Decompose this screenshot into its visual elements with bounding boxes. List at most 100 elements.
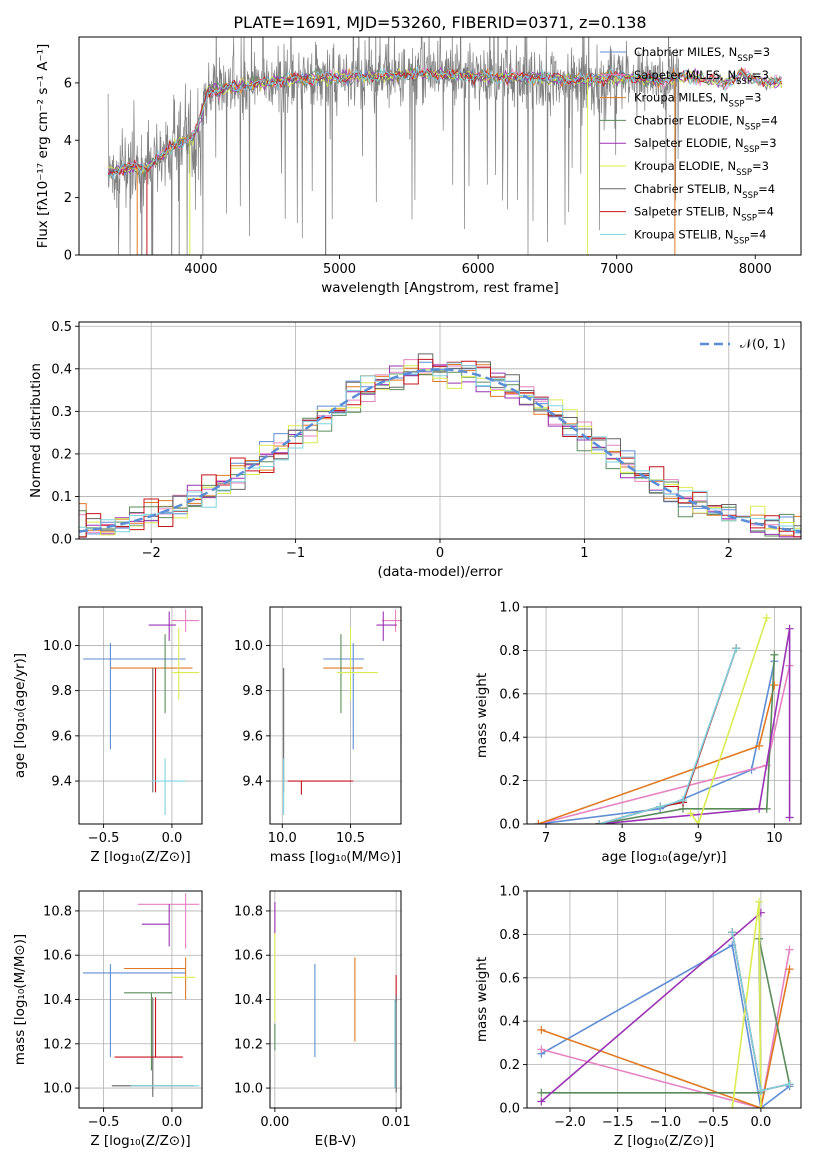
y-tick-label: 0.0 xyxy=(51,533,72,548)
axes-frame xyxy=(78,606,203,825)
weight-marker xyxy=(537,1097,546,1106)
model-spectrum-chabrier-elodie xyxy=(107,66,783,178)
y-tick-label: 0.2 xyxy=(499,774,520,789)
legend-label: Salpeter STELIB, NSSP=4 xyxy=(634,205,774,224)
legend-label-sub: SSP xyxy=(741,214,757,224)
y-tick-label: 10.6 xyxy=(43,949,72,964)
legend-label: Kroupa ELODIE, NSSP=3 xyxy=(634,159,769,178)
weight-line xyxy=(538,684,776,824)
weight-marker xyxy=(785,813,794,822)
legend-label-suffix: =4 xyxy=(761,113,778,127)
weight-line xyxy=(689,617,768,824)
y-axis-label: mass weight xyxy=(474,957,490,1042)
weight-series-kroupa-stelib xyxy=(595,644,741,824)
y-tick-label: 6 xyxy=(64,76,72,91)
x-axis-label: E(B-V) xyxy=(315,1133,357,1149)
x-tick-label: 10.5 xyxy=(336,831,365,846)
legend-label: Chabrier ELODIE, NSSP=4 xyxy=(634,113,778,132)
weight-series-salpeter-elodie xyxy=(537,908,765,1106)
errorbar-salpeter-stelib xyxy=(114,997,183,1058)
weight-marker xyxy=(770,681,779,690)
weight-marker xyxy=(537,1045,546,1054)
y-axis-label: mass weight xyxy=(474,673,490,758)
x-tick-label: 2 xyxy=(725,546,733,561)
histogram-kroupa-stelib xyxy=(79,362,801,533)
panel-weight-vs-Z: −2.0 −1.5 −1.0 −0.5 0.0 0.0 0.2 0.4 0.6 0.8 1.0 Z [… xyxy=(474,885,802,1149)
panel-residuals: −2 −1 0 1 2 0.0 0.1 0.2 0.3 0.4 0.5 (data-model)/er… xyxy=(28,320,802,580)
y-tick-label: 10.6 xyxy=(234,949,263,964)
figure-title: PLATE=1691, MJD=53260, FIBERID=0371, z=0… xyxy=(233,13,646,32)
weight-line xyxy=(599,654,776,824)
weight-marker xyxy=(728,1104,737,1108)
errorbar-chabrier-elodie xyxy=(124,992,172,1071)
x-axis-label: Z [log₁₀(Z/Z⊙)] xyxy=(90,849,190,865)
errorbar-salpeter-miles xyxy=(381,609,401,632)
errorbar-kroupa-miles xyxy=(124,957,187,1000)
errorbar-salpeter-miles xyxy=(171,609,200,632)
weight-line xyxy=(538,661,776,824)
y-axis-label: mass [log₁₀(M/M⊙)] xyxy=(12,934,28,1065)
weight-series-kroupa-elodie xyxy=(686,613,771,824)
y-tick-label: 0.2 xyxy=(499,1058,520,1073)
y-tick-label: 0.4 xyxy=(51,362,72,377)
weight-marker xyxy=(656,802,665,811)
y-tick-label: 0.1 xyxy=(51,490,72,505)
x-tick-label: 0.01 xyxy=(382,1115,411,1130)
x-tick-label: 7000 xyxy=(600,262,633,277)
x-tick-label: −1.5 xyxy=(602,1115,634,1130)
y-tick-label: 10.0 xyxy=(43,1082,72,1097)
errorbar-chabrier-miles xyxy=(83,643,186,750)
x-tick-label: −1 xyxy=(286,546,305,561)
weight-marker xyxy=(595,820,604,824)
panel-age-vs-mass: 10.0 10.5 9.4 9.6 9.8 10.0 mass [log₁₀(M/M⊙)] xyxy=(234,606,402,865)
errorbar-salpeter-elodie xyxy=(148,611,177,641)
model-spectrum-salpeter-stelib xyxy=(107,66,783,176)
weight-marker xyxy=(755,741,764,750)
legend-label-sub: SSP xyxy=(745,122,761,132)
x-axis-label: age [log₁₀(age/yr)] xyxy=(601,849,726,865)
errorbar-salpeter-stelib xyxy=(287,780,354,795)
x-axis-label: Z [log₁₀(Z/Z⊙)] xyxy=(614,1133,714,1149)
y-tick-label: 0.5 xyxy=(51,320,72,335)
x-tick-label: 0.0 xyxy=(162,831,183,846)
legend-label-sub: SSP xyxy=(736,168,752,178)
y-tick-label: 10.8 xyxy=(43,904,72,919)
errorbar-salpeter-elodie xyxy=(141,904,170,947)
axes-frame xyxy=(269,890,402,1109)
weight-marker xyxy=(770,650,779,659)
y-axis-label: Flux [fλ10⁻¹⁷ erg cm⁻² s⁻¹ A⁻¹] xyxy=(35,44,51,249)
weight-marker xyxy=(785,624,794,633)
gaussian-reference-line xyxy=(79,368,801,533)
legend-label-suffix: =3 xyxy=(760,136,777,150)
weight-line xyxy=(541,949,791,1108)
weight-series-chabrier-elodie xyxy=(595,650,779,824)
errorbar-salpeter-miles xyxy=(137,893,200,949)
x-tick-label: 7 xyxy=(542,831,550,846)
y-tick-label: 0.6 xyxy=(499,687,520,702)
panel-spectrum: 4000 5000 6000 7000 8000 0 2 4 6 wavelength [Angs… xyxy=(35,36,802,296)
x-axis-label: mass [log₁₀(M/M⊙)] xyxy=(270,849,401,865)
plot-area-weight-vs-Z xyxy=(537,897,794,1108)
weight-marker xyxy=(762,804,771,813)
plot-area-residuals xyxy=(79,353,801,538)
x-tick-label: 0.0 xyxy=(751,1115,772,1130)
weight-line xyxy=(599,647,738,824)
y-tick-label: 0.0 xyxy=(499,1102,520,1117)
weight-line xyxy=(599,628,791,824)
plot-area-age-vs-mass xyxy=(283,609,401,815)
y-tick-label: 1.0 xyxy=(499,885,520,900)
x-tick-label: −2.0 xyxy=(554,1115,586,1130)
legend-label-suffix: =4 xyxy=(758,182,775,196)
y-tick-label: 0.6 xyxy=(499,971,520,986)
legend-label-suffix: =4 xyxy=(757,205,774,219)
y-tick-label: 0.3 xyxy=(51,405,72,420)
y-tick-label: 0.4 xyxy=(499,731,520,746)
x-tick-label: 0.0 xyxy=(162,1115,183,1130)
plot-area-age-vs-Z xyxy=(83,609,200,815)
y-tick-label: 10.4 xyxy=(43,993,72,1008)
panel-mass-vs-Z: −0.5 0.0 10.0 10.2 10.4 10.6 10.8 Z [log₁₀(Z/Z⊙… xyxy=(12,890,203,1149)
plot-area-mass-vs-ebv xyxy=(274,902,397,1093)
plot-area-weight-vs-age xyxy=(534,613,794,824)
panel-weight-vs-age: 7 8 9 10 0.0 0.2 0.4 0.6 0.8 1.0 age [log₁₀(age/yr… xyxy=(474,601,802,865)
weight-marker xyxy=(756,1104,765,1108)
